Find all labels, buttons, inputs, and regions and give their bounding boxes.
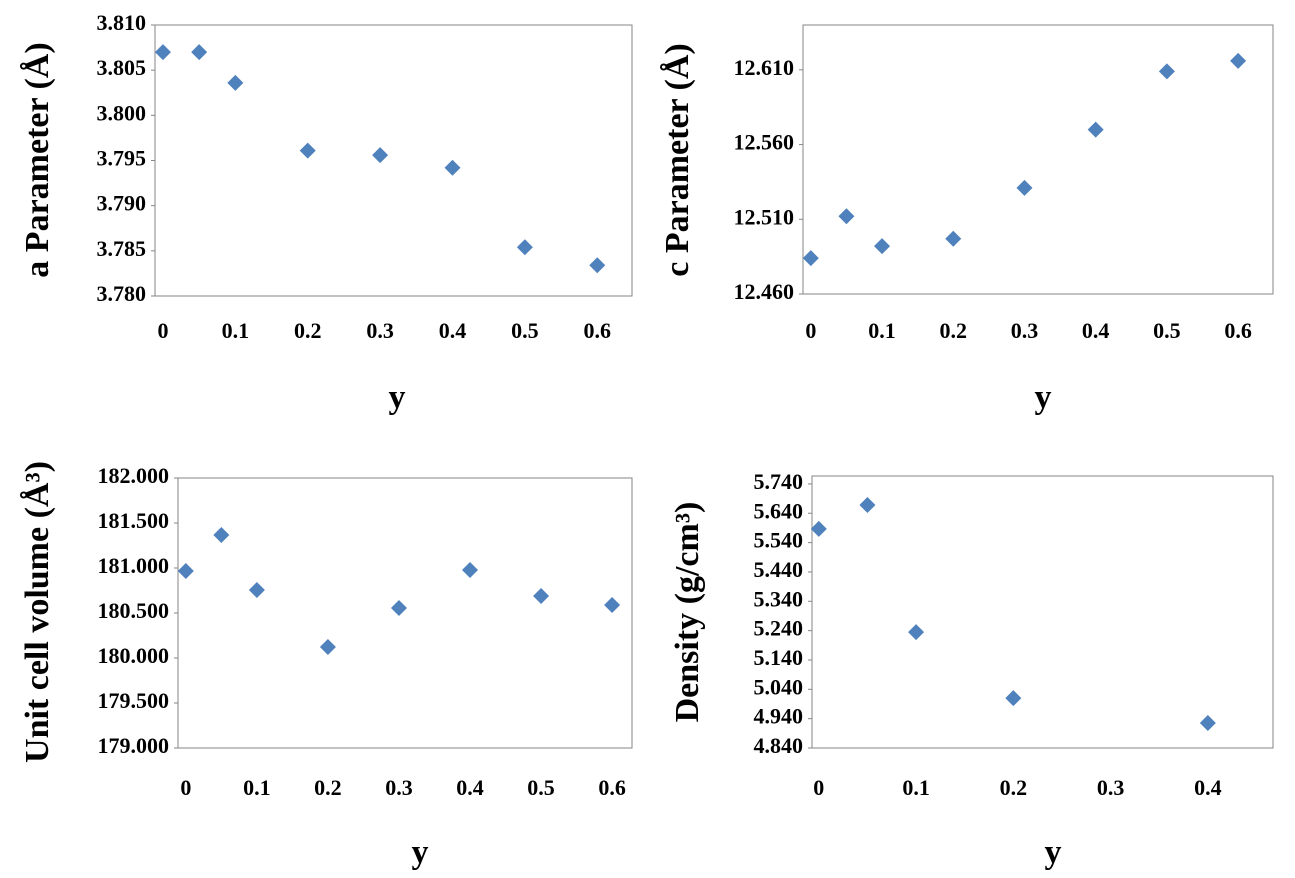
x-tick-label: 0	[813, 775, 824, 800]
x-tick-label: 0.5	[1153, 318, 1181, 343]
data-point	[533, 587, 550, 604]
data-point	[859, 497, 876, 514]
y-tick-label: 3.790	[97, 191, 147, 216]
plot-frame	[802, 24, 1274, 295]
y-tick-label: 179.500	[98, 688, 170, 713]
y-tick-label: 3.810	[97, 10, 147, 35]
data-point	[1199, 715, 1216, 732]
x-tick-label: 0.3	[366, 318, 394, 343]
y-tick-label: 5.640	[754, 498, 804, 523]
data-point	[154, 44, 171, 61]
x-tick-label: 0	[805, 318, 816, 343]
x-tick-label: 0	[180, 775, 191, 800]
y-tick-label: 3.795	[97, 146, 147, 171]
x-tick-label: 0.2	[940, 318, 968, 343]
data-point	[191, 44, 208, 61]
data-point	[945, 230, 962, 247]
y-tick-label: 5.740	[754, 469, 804, 494]
x-axis-title: y	[412, 834, 429, 871]
y-tick-label: 182.000	[98, 463, 170, 488]
x-axis-title: y	[1045, 834, 1062, 871]
data-point	[227, 74, 244, 91]
data-point	[299, 142, 316, 159]
x-tick-label: 0.1	[902, 775, 930, 800]
data-point	[516, 239, 533, 256]
data-point	[248, 581, 265, 598]
y-tick-label: 3.785	[97, 236, 147, 261]
y-tick-label: 3.800	[97, 100, 147, 125]
x-tick-label: 0.1	[868, 318, 896, 343]
data-point	[177, 562, 194, 579]
y-tick-label: 12.510	[734, 204, 795, 229]
data-point	[390, 599, 407, 616]
y-tick-label: 3.805	[97, 55, 147, 80]
x-tick-label: 0.5	[527, 775, 555, 800]
plot-frame	[177, 477, 633, 749]
data-point	[604, 596, 621, 613]
y-tick-label: 5.540	[754, 528, 804, 553]
data-point	[444, 159, 461, 176]
y-axis-title: c Parameter (Å)	[659, 43, 696, 276]
data-point	[874, 238, 891, 255]
y-tick-label: 5.140	[754, 645, 804, 670]
x-tick-label: 0.6	[598, 775, 626, 800]
x-tick-label: 0.2	[1000, 775, 1028, 800]
y-tick-label: 5.240	[754, 616, 804, 641]
y-tick-label: 181.500	[98, 508, 170, 533]
y-tick-label: 12.560	[734, 130, 795, 155]
data-point	[1230, 52, 1247, 69]
x-tick-label: 0.5	[511, 318, 539, 343]
x-tick-label: 0.6	[1224, 318, 1252, 343]
data-point	[908, 624, 925, 641]
y-tick-label: 5.040	[754, 674, 804, 699]
data-point	[1087, 121, 1104, 138]
data-point	[1005, 690, 1022, 707]
x-tick-label: 0	[157, 318, 168, 343]
y-tick-label: 180.000	[98, 643, 170, 668]
y-axis-title: Density (g/cm³)	[669, 502, 706, 723]
y-tick-label: 4.940	[754, 704, 804, 729]
x-tick-label: 0.4	[456, 775, 484, 800]
x-tick-label: 0.2	[294, 318, 322, 343]
data-point	[589, 257, 606, 274]
data-point	[838, 208, 855, 225]
x-tick-label: 0.2	[314, 775, 342, 800]
x-tick-label: 0.3	[1097, 775, 1125, 800]
y-axis-title: Unit cell volume (Å³)	[19, 461, 56, 763]
data-point	[1016, 179, 1033, 196]
y-tick-label: 3.780	[97, 281, 147, 306]
x-axis-title: y	[389, 379, 406, 416]
x-tick-label: 0.1	[222, 318, 250, 343]
x-tick-label: 0.6	[584, 318, 612, 343]
data-point	[810, 520, 827, 537]
x-tick-label: 0.3	[385, 775, 413, 800]
y-tick-label: 181.000	[98, 553, 170, 578]
y-tick-label: 5.440	[754, 557, 804, 582]
plot-frame	[154, 24, 633, 297]
plot-frame	[811, 475, 1274, 749]
x-tick-label: 0.3	[1011, 318, 1039, 343]
y-tick-label: 12.610	[734, 55, 795, 80]
y-tick-label: 4.840	[754, 733, 804, 758]
y-axis-title: a Parameter (Å)	[19, 42, 56, 277]
x-tick-label: 0.4	[1082, 318, 1110, 343]
data-point	[213, 526, 230, 543]
y-tick-label: 179.000	[98, 733, 170, 758]
y-tick-label: 180.500	[98, 598, 170, 623]
data-point	[319, 639, 336, 656]
data-point	[372, 147, 389, 164]
y-tick-label: 5.340	[754, 586, 804, 611]
x-tick-label: 0.4	[439, 318, 467, 343]
x-tick-label: 0.1	[243, 775, 271, 800]
y-tick-label: 12.460	[734, 279, 795, 304]
x-tick-label: 0.4	[1194, 775, 1222, 800]
x-axis-title: y	[1035, 379, 1052, 416]
data-point	[802, 250, 819, 267]
data-point	[462, 561, 479, 578]
data-point	[1158, 63, 1175, 80]
